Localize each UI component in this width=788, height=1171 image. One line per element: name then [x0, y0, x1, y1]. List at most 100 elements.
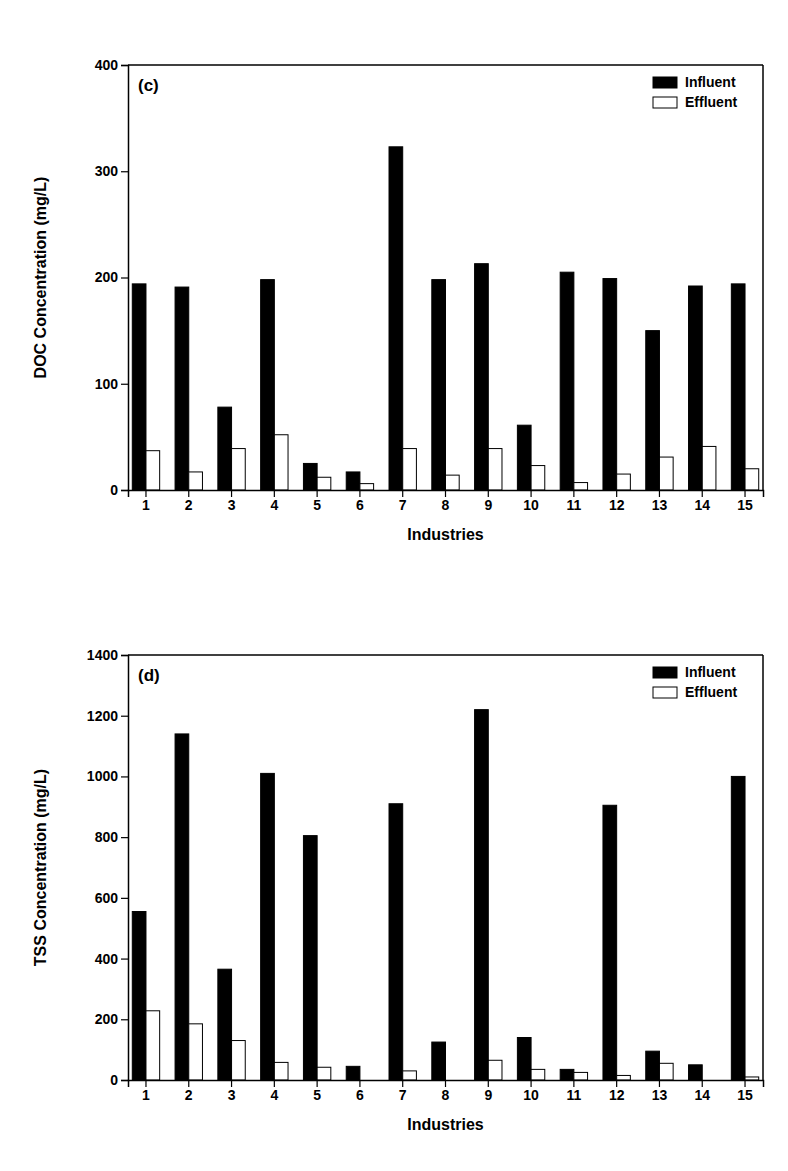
- bar: [261, 773, 275, 1080]
- frame: [762, 655, 764, 1080]
- y-tick: 300: [95, 163, 128, 179]
- bar: [560, 1069, 574, 1080]
- x-tick-mark: [702, 490, 703, 497]
- y-tick-mark: [121, 1019, 128, 1020]
- bar: [317, 1067, 331, 1080]
- x-tick-mark: [530, 1080, 531, 1087]
- bar: [475, 264, 489, 490]
- y-tick: 1400: [87, 647, 128, 663]
- y-tick-label: 200: [95, 1011, 119, 1027]
- x-tick-label: 14: [694, 497, 710, 513]
- x-tick-mark: [573, 490, 574, 497]
- x-tick-label: 11: [566, 497, 581, 513]
- bar: [346, 1066, 360, 1080]
- bar: [689, 1065, 703, 1080]
- x-tick-label: 10: [523, 1087, 539, 1103]
- y-tick: 200: [95, 269, 128, 285]
- y-tick-label: 1400: [87, 647, 118, 663]
- y-tick-label: 0: [110, 482, 118, 498]
- x-tick-mark: [317, 490, 318, 497]
- bar: [488, 1060, 502, 1080]
- frame: [762, 65, 764, 490]
- x-tick: 13: [652, 490, 668, 513]
- x-tick: 1: [142, 490, 150, 513]
- bar: [132, 284, 146, 490]
- x-tick-mark: [402, 490, 403, 497]
- legend-swatch: [653, 97, 677, 108]
- x-tick-label: 9: [484, 497, 492, 513]
- bar: [432, 1042, 446, 1080]
- bar: [303, 836, 317, 1080]
- figure: 0100200300400123456789101112131415(c)Ind…: [0, 0, 788, 1171]
- bar: [274, 435, 288, 490]
- bar: [232, 449, 246, 490]
- bar: [646, 331, 660, 490]
- x-tick: 12: [609, 1080, 625, 1103]
- x-tick: 11: [566, 490, 581, 513]
- y-axis-title: DOC Concentration (mg/L): [32, 177, 49, 379]
- x-tick: 2: [185, 490, 193, 513]
- x-tick-label: 14: [694, 1087, 710, 1103]
- legend: InfluentEffluent: [653, 74, 737, 110]
- y-tick-mark: [121, 490, 128, 491]
- bar: [488, 449, 502, 490]
- x-tick: 4: [270, 490, 278, 513]
- x-tick-label: 6: [356, 1087, 364, 1103]
- frame: [128, 64, 763, 66]
- bar: [517, 425, 531, 490]
- legend-label: Effluent: [685, 684, 737, 700]
- bar: [346, 472, 360, 490]
- bars: [132, 710, 758, 1080]
- bar: [189, 472, 203, 490]
- bar: [659, 1063, 673, 1080]
- x-tick-mark: [702, 1080, 703, 1087]
- x-tick: 15: [737, 1080, 753, 1103]
- y-axis-line: [121, 66, 129, 491]
- bar: [531, 466, 545, 490]
- y-tick: 0: [110, 1072, 128, 1088]
- y-tick: 1200: [87, 708, 128, 724]
- y-tick-mark: [121, 776, 128, 777]
- y-tick-mark: [121, 171, 128, 172]
- bar: [218, 969, 232, 1080]
- x-tick: 8: [442, 490, 450, 513]
- x-tick-label: 6: [356, 497, 364, 513]
- x-tick-label: 15: [737, 497, 753, 513]
- x-tick-mark: [231, 490, 232, 497]
- bar: [360, 484, 374, 490]
- x-tick-mark: [188, 490, 189, 497]
- x-tick: 14: [694, 490, 710, 513]
- y-axis-line: [121, 656, 129, 1081]
- x-tick: 1: [142, 1080, 150, 1103]
- x-tick: 7: [399, 490, 407, 513]
- bar: [475, 710, 489, 1080]
- x-tick-mark: [445, 1080, 446, 1087]
- x-tick: 8: [442, 1080, 450, 1103]
- x-tick-label: 15: [737, 1087, 753, 1103]
- bar: [389, 804, 403, 1080]
- bar: [617, 474, 631, 490]
- bar: [531, 1069, 545, 1080]
- bar: [132, 912, 146, 1080]
- y-tick-mark: [121, 716, 128, 717]
- x-axis-title: Industries: [407, 526, 484, 543]
- x-tick-mark: [488, 1080, 489, 1087]
- x-tick: 5: [313, 490, 321, 513]
- x-tick: 10: [523, 1080, 539, 1103]
- bar: [389, 147, 403, 490]
- x-tick: 4: [270, 1080, 278, 1103]
- panel: 0100200300400123456789101112131415(c)Ind…: [32, 57, 764, 543]
- bar: [446, 475, 460, 490]
- bar: [745, 469, 759, 490]
- x-tick-mark: [274, 1080, 275, 1087]
- y-tick-mark: [121, 384, 128, 385]
- x-tick-mark: [402, 1080, 403, 1087]
- x-tick-mark: [145, 1080, 146, 1087]
- x-tick-label: 2: [185, 1087, 193, 1103]
- x-tick: 7: [399, 1080, 407, 1103]
- x-tick: 3: [228, 1080, 236, 1103]
- x-tick-label: 13: [652, 497, 668, 513]
- legend-label: Influent: [685, 664, 736, 680]
- x-axis-title: Industries: [407, 1116, 484, 1133]
- x-tick: 11: [566, 1080, 581, 1103]
